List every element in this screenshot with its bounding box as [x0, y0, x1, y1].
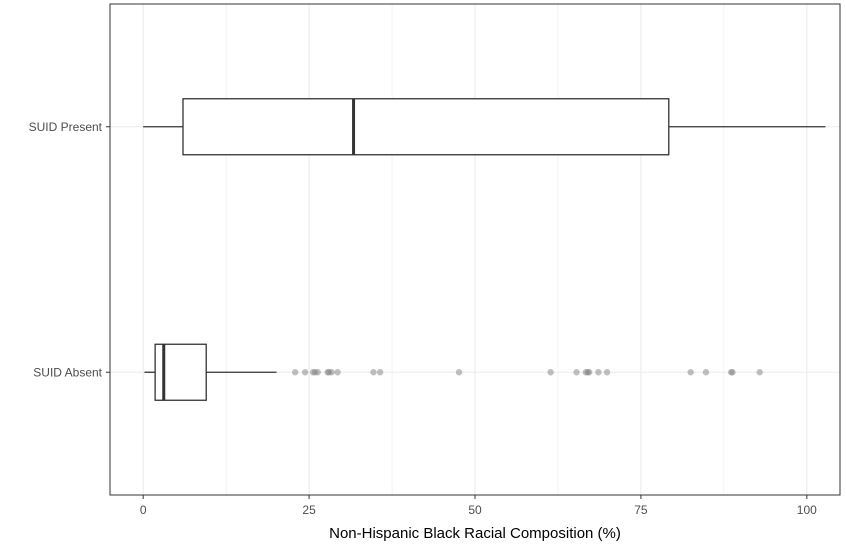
x-tick-label: 75 — [634, 503, 648, 517]
outlier-point — [301, 369, 309, 376]
outlier-point — [729, 369, 736, 376]
outlier-point — [603, 369, 611, 376]
axes: 0 25 50 75 100 SUID Present SUID Absent — [29, 120, 818, 517]
outlier-point — [314, 369, 321, 376]
x-tick-label: 50 — [468, 503, 482, 517]
outlier-point — [756, 369, 763, 376]
box-iqr — [182, 98, 670, 156]
outlier-point — [370, 369, 377, 376]
box-group — [143, 98, 826, 156]
outlier-points — [291, 369, 763, 376]
box-group — [144, 343, 277, 401]
x-tick-label: 100 — [797, 503, 817, 517]
outlier-point — [595, 369, 602, 376]
outlier-point — [328, 369, 335, 376]
outlier-point — [455, 369, 463, 376]
x-tick-label: 0 — [140, 503, 147, 517]
outlier-point — [291, 369, 299, 376]
outlier-point — [585, 369, 593, 376]
outlier-point — [687, 369, 694, 376]
x-tick-label: 25 — [302, 503, 316, 517]
y-tick-label: SUID Present — [29, 120, 103, 134]
y-tick-label: SUID Absent — [33, 365, 102, 379]
outlier-point — [547, 369, 554, 376]
outlier-point — [376, 369, 384, 376]
outlier-point — [573, 369, 580, 376]
box-plots — [143, 98, 826, 401]
outlier-point — [702, 369, 710, 376]
x-axis-title: Non-Hispanic Black Racial Composition (%… — [329, 525, 621, 542]
grid-lines — [110, 4, 840, 495]
outlier-point — [334, 369, 341, 376]
